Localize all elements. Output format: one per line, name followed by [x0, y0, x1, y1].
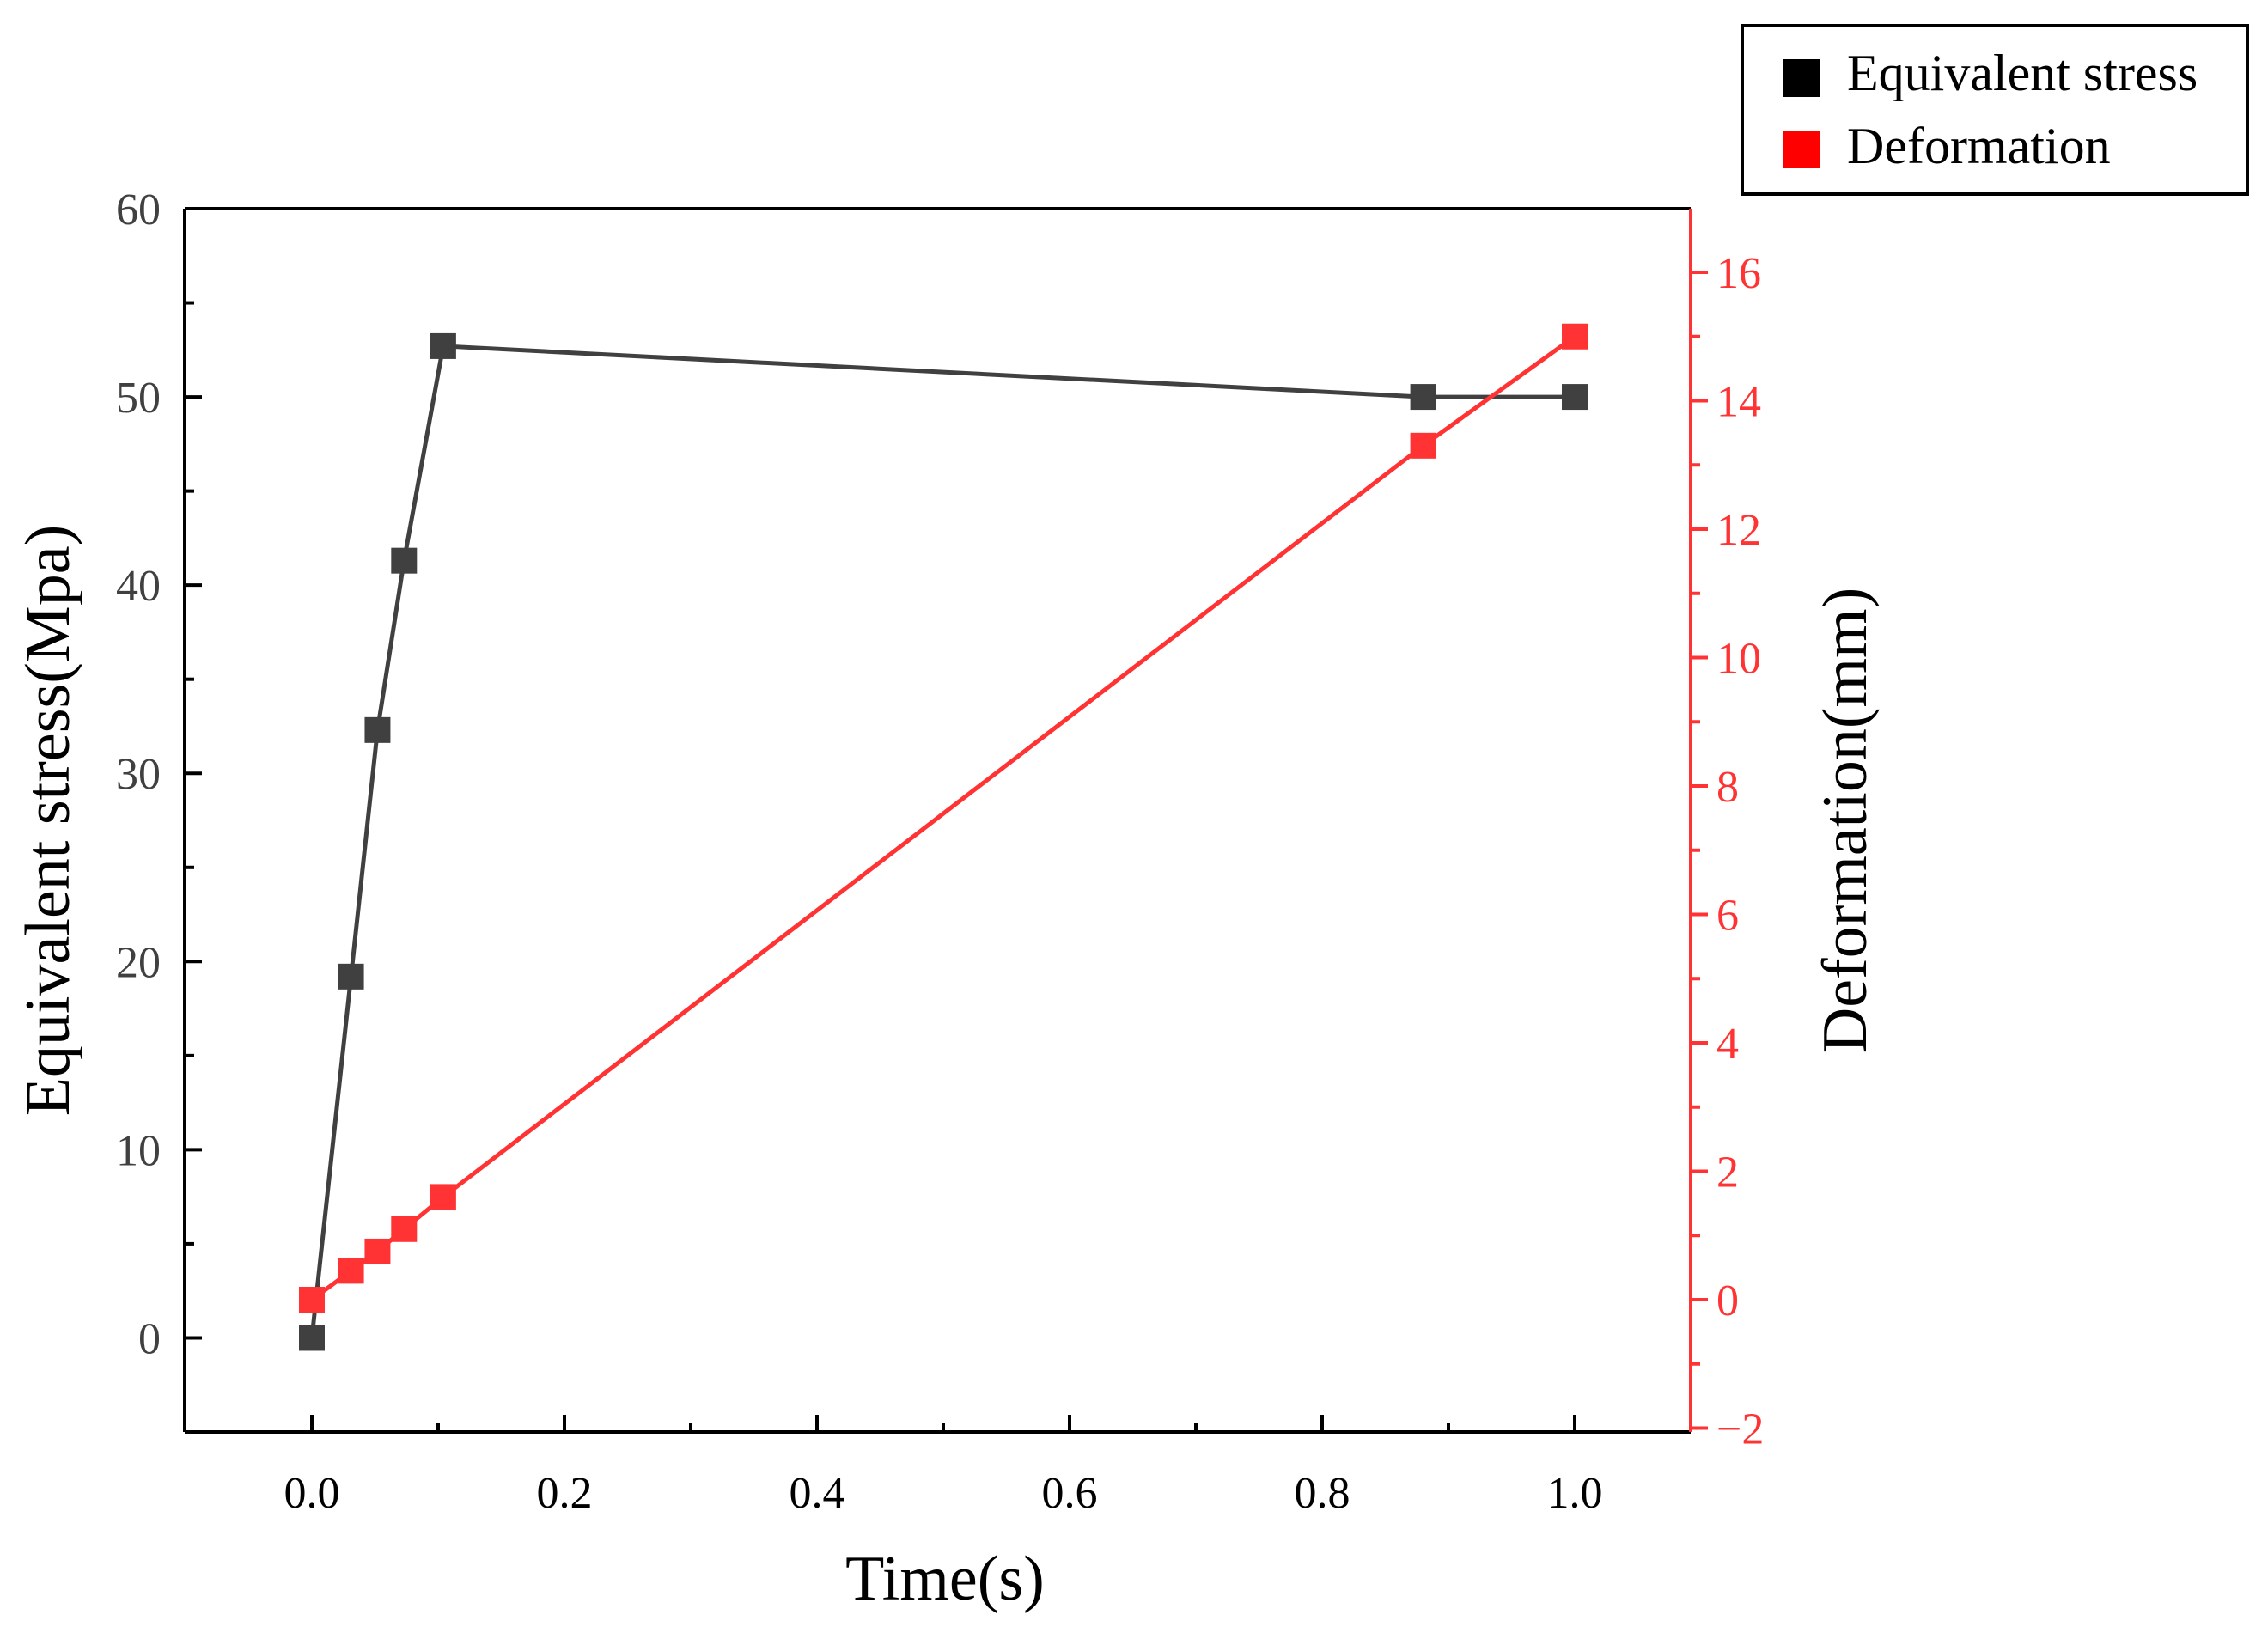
deformation-line: [310, 334, 1576, 1302]
deformation-point: [391, 1216, 418, 1242]
deformation-point: [299, 1287, 325, 1313]
left-axis-title: Equivalent stress(Mpa): [13, 525, 83, 1116]
x-tick-label: 0.8: [1295, 1469, 1350, 1518]
equivalent-stress-line: [309, 344, 1575, 1338]
equivalent-stress-point: [1410, 384, 1436, 411]
left-axis-ticks: 0 10 20 30 40 50 60: [116, 186, 202, 1363]
right-tick-label: 14: [1716, 378, 1761, 427]
legend-box: [1741, 24, 2249, 196]
left-tick-label: 0: [138, 1314, 161, 1363]
equivalent-stress-point: [299, 1325, 325, 1351]
equivalent-stress-point: [1562, 384, 1588, 411]
left-tick-label: 50: [116, 374, 161, 423]
x-tick-label: 0.0: [284, 1469, 340, 1518]
right-tick-label: 4: [1716, 1020, 1739, 1069]
x-tick-label: 1.0: [1547, 1469, 1603, 1518]
x-axis-ticks: 0.0 0.2 0.4 0.6 0.8 1.0: [284, 1415, 1603, 1518]
x-tick-label: 0.2: [537, 1469, 593, 1518]
deformation-point: [1562, 323, 1588, 350]
right-tick-label: 2: [1716, 1149, 1739, 1197]
deformation-point: [430, 1184, 456, 1210]
right-tick-label: 12: [1716, 506, 1761, 555]
series-layer: [299, 323, 1588, 1351]
legend-marker-equivalent-stress: [1783, 59, 1820, 97]
deformation-point: [338, 1258, 364, 1284]
right-axis-ticks: −2 0 2 4 6 8 10 12 14 16: [1691, 249, 1764, 1454]
left-tick-label: 10: [116, 1126, 161, 1175]
legend-marker-deformation: [1783, 131, 1820, 168]
deformation-point: [364, 1238, 391, 1264]
equivalent-stress-point: [338, 963, 364, 990]
equivalent-stress-point: [364, 716, 391, 743]
x-axis-title: Time(s): [845, 1544, 1045, 1614]
right-tick-label: 10: [1716, 635, 1761, 684]
left-tick-label: 20: [116, 938, 161, 987]
deformation-point: [1410, 432, 1436, 459]
right-tick-label: −2: [1716, 1405, 1764, 1454]
left-tick-label: 40: [116, 562, 161, 611]
legend: Equivalent stress Deformation: [1741, 24, 2249, 196]
right-tick-label: 8: [1716, 763, 1739, 812]
right-tick-label: 16: [1716, 249, 1761, 298]
equivalent-stress-point: [430, 332, 456, 359]
right-tick-label: 0: [1716, 1277, 1739, 1325]
legend-label-deformation: Deformation: [1847, 118, 2111, 174]
left-tick-label: 60: [116, 186, 161, 235]
legend-label-equivalent-stress: Equivalent stress: [1847, 45, 2198, 101]
x-tick-label: 0.6: [1042, 1469, 1098, 1518]
left-tick-label: 30: [116, 750, 161, 799]
right-axis-title: Deformation(mm): [1810, 588, 1881, 1054]
right-tick-label: 6: [1716, 892, 1739, 941]
x-tick-label: 0.4: [790, 1469, 845, 1518]
equivalent-stress-point: [391, 547, 418, 574]
